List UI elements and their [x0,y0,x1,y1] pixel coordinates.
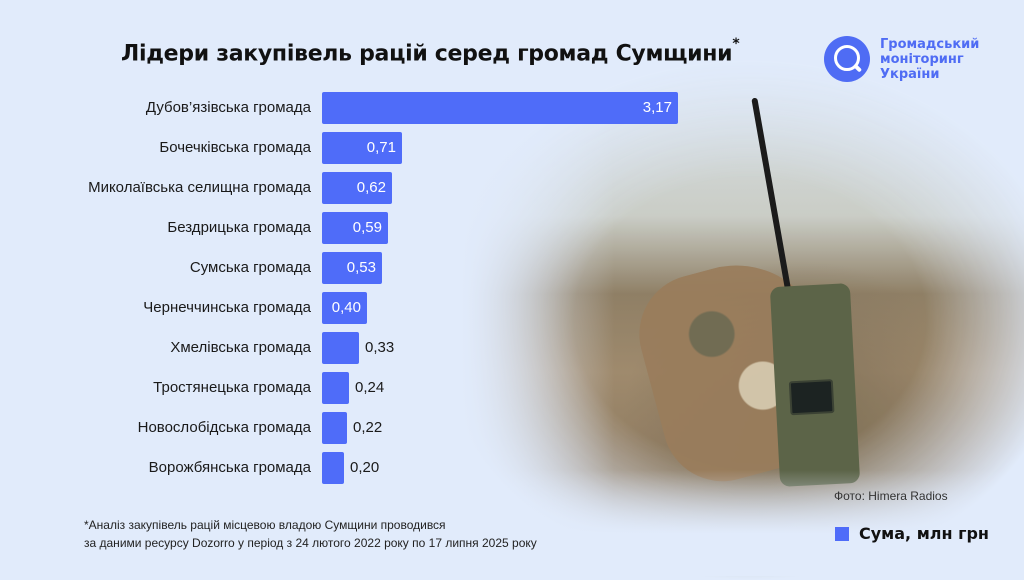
footnote-line-1: *Аналіз закупівель рацій місцевою владою… [84,518,446,532]
chart-title-text: Лідери закупівель рацій серед громад Сум… [121,41,733,67]
bar-value: 3,17 [642,99,672,116]
legend: Сума, млн грн [835,524,989,543]
bar-row: Новослобідська громада 0,22 [0,412,1024,444]
logo-line-2: моніторинг [880,51,964,67]
bar-label: Дубов’язівська громада [145,99,311,116]
bar [322,332,359,364]
bar [322,252,382,284]
chart-title: Лідери закупівель рацій серед громад Сум… [121,36,740,67]
bar-label: Бочечківська громада [159,139,311,156]
bar-value: 0,71 [366,139,396,156]
bar-label: Новослобідська громада [137,419,311,436]
photo-credit: Фото: Himera Radios [834,489,948,503]
bar-label: Чернеччинська громада [143,299,311,316]
legend-swatch [835,526,849,541]
bar-label: Бездрицька громада [167,219,311,236]
bar-label: Тростянецька громада [153,379,311,396]
bar [322,292,367,324]
bar-label: Ворожбянська громада [148,459,311,476]
photo-fade-bottom [0,470,1024,576]
logo-line-3: України [880,66,940,82]
footnote-line-2: за даними ресурсу Dozorro у період з 24 … [84,536,537,550]
bar-value: 0,40 [331,299,361,316]
bar-value: 0,33 [365,339,395,356]
bar-label: Миколаївська селищна громада [88,179,311,196]
footnote: *Аналіз закупівель рацій місцевою владою… [84,516,537,552]
bar-row: Тростянецька громада 0,24 [0,372,1024,404]
bar-label: Сумська громада [189,259,311,276]
bar-row: Бездрицька громада 0,59 [0,212,1024,244]
bar [322,92,678,124]
bar-value: 0,59 [352,219,382,236]
bar-value: 0,22 [353,419,383,436]
bar-row: Хмелівська громада 0,33 [0,332,1024,364]
bar-label: Хмелівська громада [170,339,311,356]
logo-text: Громадський моніторинг України [880,37,979,82]
bar [322,132,402,164]
bar-value: 0,20 [350,459,380,476]
bar-row: Бочечківська громада 0,71 [0,132,1024,164]
bar [322,452,344,484]
bar-value: 0,53 [346,259,376,276]
bar-value: 0,24 [355,379,385,396]
bar [322,372,349,404]
bar-row: Ворожбянська громада 0,20 [0,452,1024,484]
bar [322,212,388,244]
logo-line-1: Громадський [880,36,980,52]
bar-value: 0,62 [356,179,386,196]
bar-row: Чернеччинська громада 0,40 [0,292,1024,324]
bar-row: Миколаївська селищна громада 0,62 [0,172,1024,204]
legend-label: Сума, млн грн [859,524,989,543]
magnifier-icon [824,36,870,82]
bar [322,412,347,444]
logo: Громадський моніторинг України [824,36,979,82]
bar-row: Дубов’язівська громада 3,17 [0,92,1024,124]
bar [322,172,392,204]
title-asterisk: * [732,36,740,52]
bar-row: Сумська громада 0,53 [0,252,1024,284]
